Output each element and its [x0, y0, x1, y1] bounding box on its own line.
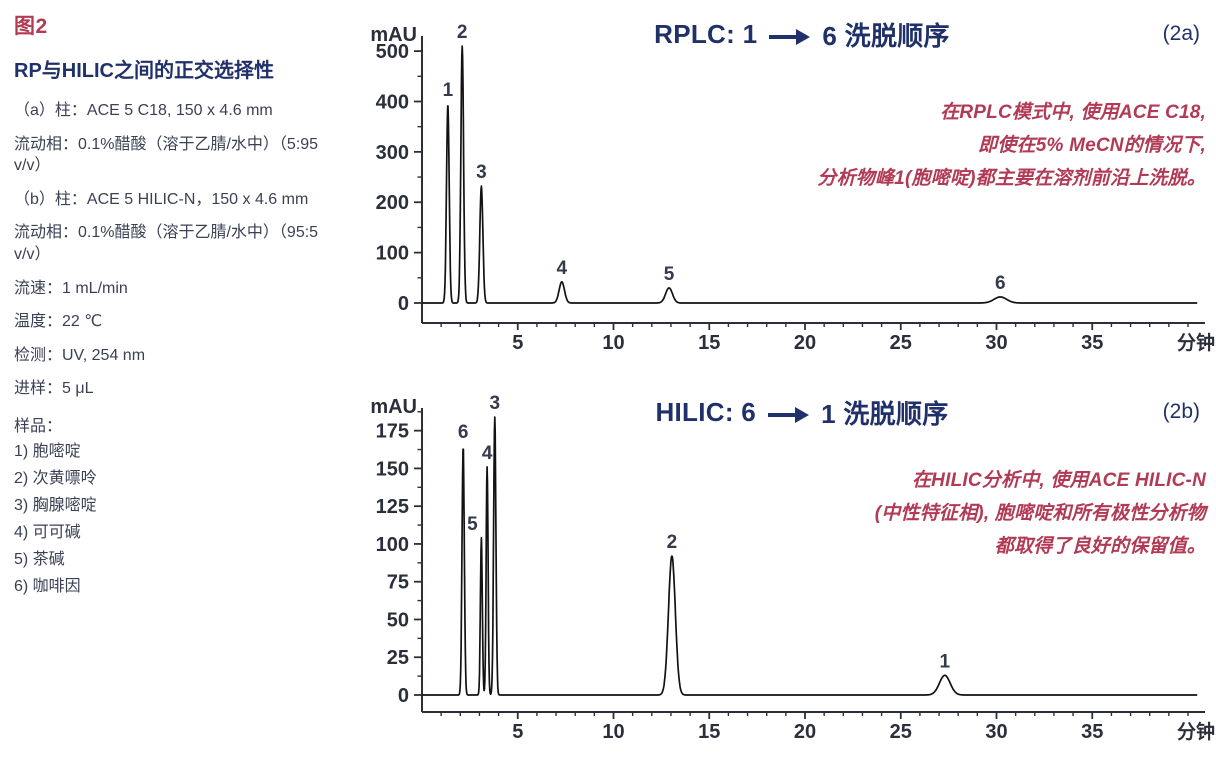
y-tick-label: 175: [376, 421, 409, 443]
sample-item-6: 6) 咖啡因: [14, 577, 81, 595]
chromatogram-plot-2b: 0 25 50 75 100 125 150 175 5 10 15 20 25 30 35 mAU 分钟 6 5 4…: [370, 393, 1215, 743]
y-tick-label: 400: [376, 91, 409, 113]
y-tick-label: 500: [376, 41, 409, 63]
y-axis-unit-label: mAU: [370, 24, 417, 46]
panel-tag-2a: (2a): [1162, 22, 1200, 45]
figure-label: 图2: [14, 15, 48, 38]
peak-label-3: 3: [476, 162, 487, 183]
chromatogram-trace: [421, 45, 1198, 304]
chromatogram-trace: [421, 416, 1198, 696]
y-tick-label: 75: [387, 572, 409, 594]
peak-label-6: 6: [995, 273, 1006, 294]
condition-line-temperature: 温度：22 ℃: [14, 313, 103, 331]
sample-item-2: 2) 次黄嘌呤: [14, 469, 97, 487]
condition-line-column-a: （a）柱：ACE 5 C18, 150 x 4.6 mm: [14, 102, 273, 119]
chromatogram-panel-2a: 0 100 200 300 400 500 5 10 15 20 25 30 35 mAU 分钟 1 2 3 4 5 6…: [350, 6, 1216, 374]
peak-label-2: 2: [667, 532, 678, 553]
chart-title-right: 1 洗脱顺序: [821, 399, 949, 429]
x-axis-unit-label: 分钟: [1177, 720, 1215, 743]
x-tick-label: 30: [985, 721, 1007, 743]
peak-label-5: 5: [664, 264, 675, 285]
condition-line-detection: 检测：UV, 254 nm: [14, 346, 146, 364]
x-tick-label: 20: [794, 721, 816, 743]
x-tick-label: 5: [512, 332, 523, 354]
y-tick-label: 100: [376, 534, 409, 556]
annotation-line: 即使在5% MeCN的情况下,: [978, 135, 1206, 156]
samples-header: 样品：: [14, 417, 63, 435]
chart-title-2a: RPLC: 1 6 洗脱顺序: [422, 16, 1182, 53]
condition-line-mobile-phase-b: 流动相：0.1%醋酸（溶于乙腈/水中）（95:5 v/v）: [14, 224, 319, 263]
chromatogram-plot-2a: 0 100 200 300 400 500 5 10 15 20 25 30 35 mAU 分钟 1 2 3 4 5 6: [370, 22, 1215, 354]
chart-title-2b: HILIC: 6 1 洗脱顺序: [422, 394, 1182, 431]
x-tick-label: 10: [602, 721, 624, 743]
y-axis-unit-label: mAU: [370, 396, 417, 418]
chart-title-left: RPLC: 1: [654, 19, 758, 49]
sample-item-4: 4) 可可碱: [14, 523, 81, 541]
x-tick-label: 25: [890, 332, 912, 354]
x-tick-label: 5: [512, 721, 523, 743]
y-tick-label: 25: [387, 647, 409, 669]
y-tick-label: 125: [376, 496, 409, 518]
x-axis-unit-label: 分钟: [1177, 331, 1215, 354]
annotation-line: 在RPLC模式中, 使用ACE C18,: [940, 102, 1206, 123]
sample-item-3: 3) 胸腺嘧啶: [14, 496, 97, 514]
sample-item-5: 5) 茶碱: [14, 550, 65, 568]
peak-label-2: 2: [457, 22, 468, 43]
chart-title-right: 6 洗脱顺序: [822, 21, 950, 51]
peak-label-4: 4: [557, 258, 568, 279]
annotation-2a: 在RPLC模式中, 使用ACE C18, 即使在5% MeCN的情况下, 分析物…: [817, 96, 1206, 195]
x-tick-label: 15: [698, 332, 720, 354]
y-tick-label: 150: [376, 458, 409, 480]
y-tick-label: 300: [376, 142, 409, 164]
y-tick-label: 0: [398, 293, 409, 315]
x-tick-label: 30: [985, 332, 1007, 354]
x-tick-label: 10: [602, 332, 624, 354]
panel-tag-2b: (2b): [1162, 400, 1200, 423]
annotation-line: 分析物峰1(胞嘧啶)都主要在溶剂前沿上洗脱。: [817, 168, 1206, 189]
y-tick-label: 0: [398, 685, 409, 707]
annotation-line: 都取得了良好的保留值。: [994, 536, 1206, 557]
annotation-line: (中性特征相), 胞嘧啶和所有极性分析物: [874, 503, 1206, 524]
chart-title-left: HILIC: 6: [655, 397, 757, 427]
y-tick-label: 50: [387, 609, 409, 631]
sample-item-1: 1) 胞嘧啶: [14, 442, 81, 460]
figure-title: RP与HILIC之间的正交选择性: [14, 60, 274, 82]
peak-label-3: 3: [489, 393, 500, 414]
annotation-2b: 在HILIC分析中, 使用ACE HILIC-N (中性特征相), 胞嘧啶和所有…: [875, 464, 1206, 563]
condition-line-column-b: （b）柱：ACE 5 HILIC-N，150 x 4.6 mm: [14, 190, 309, 208]
chromatogram-panel-2b: 0 25 50 75 100 125 150 175 5 10 15 20 25 30 35 mAU 分钟 6 5 4…: [350, 378, 1216, 759]
peak-label-4: 4: [482, 443, 493, 464]
figure-legend-panel: 图2 RP与HILIC之间的正交选择性 （a）柱：ACE 5 C18, 150 …: [14, 10, 346, 600]
peak-label-6: 6: [458, 422, 469, 443]
condition-line-flow-rate: 流速：1 mL/min: [14, 279, 128, 297]
y-tick-label: 200: [376, 192, 409, 214]
y-tick-label: 100: [376, 243, 409, 265]
condition-line-injection: 进样：5 μL: [14, 380, 94, 398]
condition-line-mobile-phase-a: 流动相：0.1%醋酸（溶于乙腈/水中）（5:95 v/v）: [14, 135, 319, 175]
annotation-line: 在HILIC分析中, 使用ACE HILIC-N: [911, 470, 1206, 491]
x-tick-label: 35: [1081, 721, 1103, 743]
peak-label-5: 5: [467, 514, 478, 535]
x-tick-label: 15: [698, 721, 720, 743]
x-tick-label: 20: [794, 332, 816, 354]
elution-order-arrow-icon: [769, 28, 811, 45]
elution-order-arrow-icon: [768, 406, 810, 423]
peak-label-1: 1: [940, 651, 951, 672]
x-tick-label: 25: [890, 721, 912, 743]
peak-label-1: 1: [443, 80, 454, 101]
x-tick-label: 35: [1081, 332, 1103, 354]
